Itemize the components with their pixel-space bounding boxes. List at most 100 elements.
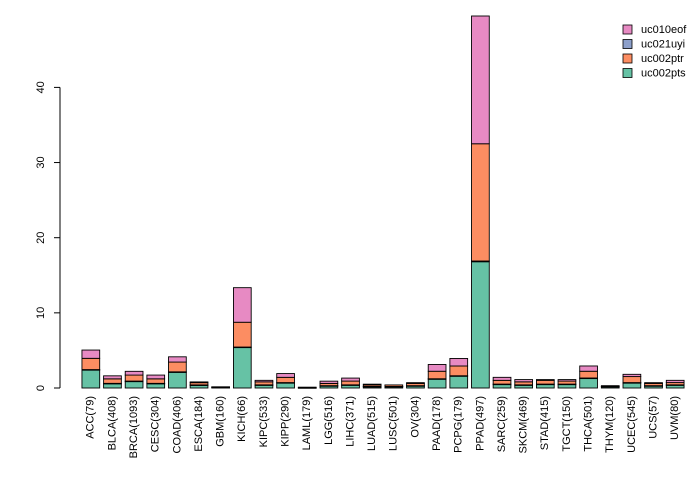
- bar-segment-uc002ptr: [103, 378, 122, 384]
- x-tick-label: UCEC(545): [626, 396, 638, 453]
- bar-segment-uc010eof: [644, 382, 663, 384]
- bar-segment-uc010eof: [341, 377, 360, 382]
- bar-segment-uc002ptr: [168, 361, 187, 373]
- x-tick-label: BRCA(1093): [128, 396, 140, 458]
- x-tick-label: TGCT(150): [561, 396, 573, 452]
- bar-segment-uc010eof: [406, 382, 425, 384]
- legend-label: uc002ptr: [641, 53, 684, 65]
- bar-segment-uc002ptr: [81, 357, 101, 371]
- bar-segment-uc010eof: [622, 373, 642, 378]
- x-tick-label: KIPP(290): [280, 396, 292, 447]
- x-tick-label: PCPG(179): [453, 396, 465, 453]
- bar-segment-uc002pts: [124, 380, 144, 389]
- bar-segment-uc010eof: [362, 383, 382, 386]
- x-tick-label: ESCA(184): [193, 396, 205, 452]
- bar-segment-uc010eof: [536, 379, 555, 381]
- bar-segment-uc002ptr: [232, 321, 252, 348]
- bar-segment-uc010eof: [427, 364, 447, 372]
- x-tick-label: THCA(501): [583, 396, 595, 452]
- bar-segment-uc002ptr: [622, 376, 642, 384]
- x-tick-label: SKCM(469): [518, 396, 530, 453]
- y-tick-label: 40: [35, 81, 47, 93]
- x-tick-label: GBM(160): [215, 396, 227, 447]
- bar-segment-uc002ptr: [297, 386, 317, 389]
- bar-segment-uc002pts: [232, 346, 252, 389]
- bar-segment-uc002pts: [449, 375, 469, 389]
- x-tick-label: STAD(415): [539, 396, 551, 450]
- bar-segment-uc010eof: [514, 379, 534, 383]
- x-tick-label: KIPC(533): [258, 396, 270, 447]
- x-tick-label: LUAD(515): [366, 396, 378, 451]
- bar-segment-uc002ptr: [536, 379, 555, 385]
- bar-segment-uc002ptr: [211, 386, 231, 388]
- x-tick-label: UVM(80): [669, 396, 681, 440]
- x-tick-label: PPAD(497): [474, 396, 486, 451]
- bar-segment-uc002ptr: [276, 376, 295, 384]
- bar-segment-uc002ptr: [514, 381, 534, 386]
- x-tick-label: COAD(406): [171, 396, 183, 453]
- bar-segment-uc002ptr: [146, 378, 166, 384]
- x-tick-label: BLCA(408): [106, 396, 118, 450]
- bar-segment-uc002ptr: [341, 380, 360, 386]
- bars: [81, 15, 685, 389]
- x-tick-label: KICH(66): [236, 396, 248, 442]
- bar-segment-uc002ptr: [427, 370, 447, 380]
- x-tick-label: OV(304): [409, 396, 421, 438]
- bar-segment-uc010eof: [103, 375, 122, 380]
- bar-segment-uc002ptr: [600, 385, 620, 387]
- bar-segment-uc010eof: [168, 356, 187, 363]
- bar-segment-uc010eof: [276, 373, 295, 378]
- bar-segment-uc010eof: [449, 358, 469, 367]
- bar-segment-uc002pts: [81, 369, 101, 389]
- bar-segment-uc002pts: [471, 261, 490, 389]
- legend-swatch: [622, 24, 633, 35]
- x-tick-label: ACC(79): [85, 396, 97, 439]
- bar-segment-uc010eof: [665, 379, 685, 384]
- legend-swatch: [622, 39, 633, 49]
- y-tick-label: 20: [35, 232, 47, 244]
- bar-segment-uc010eof: [492, 376, 512, 381]
- y-tick-label: 0: [35, 385, 47, 391]
- legend: uc010eof uc021uyi uc002ptr uc002pts: [622, 24, 687, 79]
- bar-segment-uc002pts: [427, 378, 447, 389]
- x-tick-label: LIHC(371): [344, 396, 356, 447]
- bar-segment-uc010eof: [146, 374, 166, 380]
- bar-segment-uc002ptr: [579, 370, 598, 379]
- bar-segment-uc002ptr: [254, 381, 274, 386]
- y-tick-label: 10: [35, 307, 47, 319]
- y-tick-label: 30: [35, 156, 47, 168]
- bar-segment-uc002ptr: [449, 365, 469, 377]
- bar-segment-uc010eof: [579, 365, 598, 372]
- bar-segment-uc010eof: [557, 379, 577, 382]
- legend-label: uc002pts: [641, 67, 686, 79]
- x-tick-label: PAAD(178): [431, 396, 443, 451]
- bar-segment-uc002ptr: [492, 379, 512, 385]
- bar-segment-uc010eof: [81, 349, 101, 359]
- x-tick-label: THYM(120): [604, 396, 616, 453]
- bar-segment-uc002ptr: [557, 380, 577, 385]
- x-tick-label: CESC(304): [150, 396, 162, 452]
- bar-segment-uc010eof: [124, 370, 144, 376]
- bar-segment-uc010eof: [189, 381, 209, 384]
- legend-swatch: [622, 68, 633, 78]
- x-tick-label: LGG(516): [323, 396, 335, 445]
- x-tick-label: LUSC(501): [388, 396, 400, 451]
- x-tick-label: LAML(179): [301, 396, 313, 450]
- bar-segment-uc002pts: [579, 377, 598, 389]
- x-tick-label: UCS(57): [647, 396, 659, 439]
- bar-segment-uc010eof: [232, 287, 252, 323]
- legend-label: uc010eof: [641, 24, 687, 36]
- x-axis-labels: ACC(79) BLCA(408) BRCA(1093) CESC(304) COAD(…: [85, 396, 681, 458]
- bar-segment-uc002ptr: [124, 374, 144, 382]
- bar-segment-uc010eof: [254, 379, 274, 383]
- bar-segment-uc010eof: [471, 15, 490, 145]
- legend-label: uc021uyi: [641, 38, 685, 50]
- bar-segment-uc010eof: [319, 380, 339, 384]
- bar-segment-uc002ptr: [384, 384, 404, 387]
- bar-segment-uc002pts: [168, 371, 187, 389]
- legend-swatch: [622, 53, 633, 64]
- bar-segment-uc002ptr: [471, 143, 490, 262]
- x-tick-label: SARC(259): [496, 396, 508, 452]
- y-axis: 0 10 20 30 40: [35, 81, 61, 391]
